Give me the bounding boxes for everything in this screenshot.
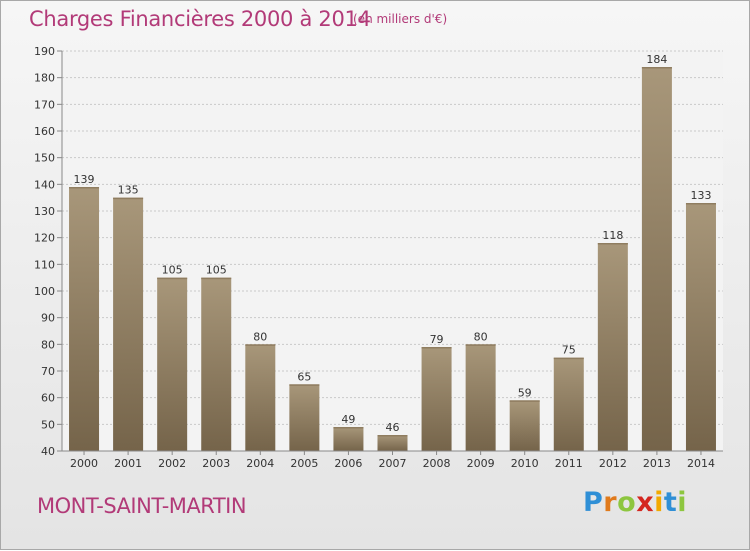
y-tick-label: 100 bbox=[34, 285, 55, 298]
bar-top-edge bbox=[289, 384, 320, 386]
logo-letter: P bbox=[583, 487, 604, 518]
bar-2002 bbox=[157, 277, 188, 451]
bar-top-edge bbox=[377, 435, 408, 437]
y-tick-label: 140 bbox=[34, 178, 55, 191]
bar-2007 bbox=[377, 435, 408, 451]
data-label: 80 bbox=[474, 330, 488, 343]
data-label: 65 bbox=[297, 370, 311, 383]
chart-subtitle: (en milliers d'€) bbox=[353, 12, 448, 26]
bar-top-edge bbox=[641, 67, 672, 69]
bar-2014 bbox=[685, 203, 716, 451]
x-tick-label: 2004 bbox=[246, 457, 274, 470]
bar-2003 bbox=[201, 277, 232, 451]
bar-2001 bbox=[113, 197, 144, 451]
data-label: 75 bbox=[562, 344, 576, 357]
logo-letter: t bbox=[663, 487, 678, 518]
y-tick-label: 170 bbox=[34, 98, 55, 111]
bar-2004 bbox=[245, 344, 276, 451]
logo-letter: r bbox=[603, 487, 618, 518]
y-tick-label: 190 bbox=[34, 45, 55, 58]
logo-letter: i bbox=[654, 487, 664, 518]
bar-top-edge bbox=[157, 277, 188, 280]
data-label: 139 bbox=[74, 173, 95, 186]
y-tick-label: 160 bbox=[34, 125, 55, 138]
chart-title: Charges Financières 2000 à 2014 bbox=[29, 7, 371, 31]
bar-top-edge bbox=[465, 344, 496, 346]
data-label: 105 bbox=[206, 264, 227, 277]
bar-top-edge bbox=[421, 347, 452, 349]
data-label: 79 bbox=[430, 333, 444, 346]
y-tick-label: 70 bbox=[41, 365, 55, 378]
bar-2000 bbox=[69, 187, 100, 451]
axes: 40 50 60 70 80 90 100 110 120 130 140 150 160 170 180 1… bbox=[34, 45, 723, 470]
data-label: 105 bbox=[162, 264, 183, 277]
bar-top-edge bbox=[113, 197, 144, 200]
proxiti-logo[interactable]: Proxiti bbox=[583, 487, 687, 518]
x-tick-label: 2014 bbox=[687, 457, 715, 470]
bar-top-edge bbox=[201, 277, 232, 280]
bar-top-edge bbox=[509, 400, 540, 402]
y-tick-label: 90 bbox=[41, 312, 55, 325]
x-tick-label: 2000 bbox=[70, 457, 98, 470]
y-tick-label: 180 bbox=[34, 72, 55, 85]
data-label: 135 bbox=[118, 184, 139, 197]
place-name: MONT-SAINT-MARTIN bbox=[37, 494, 247, 518]
data-label: 184 bbox=[646, 53, 667, 66]
data-label: 49 bbox=[341, 413, 355, 426]
bar-top-edge bbox=[69, 187, 100, 189]
x-tick-label: 2002 bbox=[158, 457, 186, 470]
bar-2009 bbox=[465, 344, 496, 451]
bar-top-edge bbox=[333, 427, 364, 429]
x-tick-label: 2010 bbox=[511, 457, 539, 470]
x-tick-label: 2012 bbox=[599, 457, 627, 470]
data-label: 80 bbox=[253, 330, 267, 343]
bar-2010 bbox=[509, 400, 540, 451]
bar-2013 bbox=[641, 67, 672, 451]
x-tick-label: 2005 bbox=[290, 457, 318, 470]
bar-top-edge bbox=[245, 344, 276, 346]
logo-letter: i bbox=[677, 487, 688, 518]
data-label: 133 bbox=[690, 189, 711, 202]
data-label: 118 bbox=[602, 229, 623, 242]
bar-2012 bbox=[597, 243, 628, 451]
y-tick-label: 120 bbox=[34, 232, 55, 245]
y-tick-label: 130 bbox=[34, 205, 55, 218]
data-label: 46 bbox=[386, 421, 400, 434]
logo-letter: x bbox=[636, 487, 655, 518]
bar-2005 bbox=[289, 384, 320, 451]
x-tick-label: 2001 bbox=[114, 457, 142, 470]
x-tick-label: 2006 bbox=[334, 457, 362, 470]
y-tick-label: 150 bbox=[34, 152, 55, 165]
data-label: 59 bbox=[518, 386, 532, 399]
bar-2011 bbox=[553, 357, 584, 451]
x-tick-label: 2007 bbox=[379, 457, 407, 470]
y-tick-label: 50 bbox=[41, 418, 55, 431]
x-tick-label: 2003 bbox=[202, 457, 230, 470]
y-tick-label: 40 bbox=[41, 445, 55, 458]
logo-letter: o bbox=[617, 487, 637, 518]
x-tick-label: 2011 bbox=[555, 457, 583, 470]
y-tick-label: 110 bbox=[34, 258, 55, 271]
bar-top-edge bbox=[685, 203, 716, 205]
y-tick-label: 60 bbox=[41, 392, 55, 405]
bar-top-edge bbox=[553, 357, 584, 360]
bar-2008 bbox=[421, 347, 452, 451]
x-tick-label: 2008 bbox=[423, 457, 451, 470]
x-tick-label: 2009 bbox=[467, 457, 495, 470]
bar-top-edge bbox=[597, 243, 628, 245]
bar-2006 bbox=[333, 427, 364, 451]
bars: 139 135 105 105 80 65 49 46 79 80 59 75 118 184 133 bbox=[69, 53, 716, 451]
x-tick-label: 2013 bbox=[643, 457, 671, 470]
y-tick-label: 80 bbox=[41, 338, 55, 351]
